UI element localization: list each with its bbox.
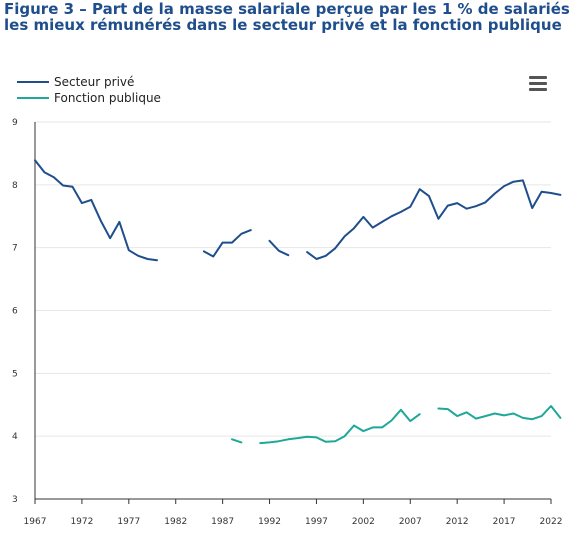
gridlines [35,121,551,500]
series-line-fonction-publique-segment-2 [437,405,562,421]
x-tick-label-1987: 1987 [211,517,234,527]
x-tick-label-2012: 2012 [446,517,469,527]
legend[interactable]: Secteur privé Fonction publique [17,75,161,105]
series-line-fonction-publique-segment-1 [259,408,421,445]
menu-bar-2 [529,82,547,85]
hamburger-menu-icon[interactable] [529,76,547,92]
x-tick-label-2007: 2007 [399,517,422,527]
chart-title: Figure 3 – Part de la masse salariale pe… [4,0,570,34]
x-tick-label-1977: 1977 [117,517,140,527]
x-tick-label-2002: 2002 [352,517,375,527]
axes: 3 4 5 6 7 8 9 1967 1972 1977 1982 1987 1992 1997 2002 2… [12,118,562,527]
legend-label-secteur-prive[interactable]: Secteur privé [54,75,134,89]
menu-bar-1 [529,76,547,79]
x-tick-label-1997: 1997 [305,517,328,527]
y-tick-label-9: 9 [12,118,18,128]
y-tick-label-6: 6 [12,307,18,317]
y-tick-label-8: 8 [12,181,18,191]
series-line-secteur-prive-segment-2 [268,239,290,257]
x-tick-label-1992: 1992 [258,517,281,527]
x-tick-label-1982: 1982 [164,517,187,527]
legend-label-fonction-publique[interactable]: Fonction publique [54,91,161,105]
y-tick-label-3: 3 [12,495,18,505]
y-tick-label-7: 7 [12,244,18,254]
series-line-secteur-prive-segment-0 [34,159,158,262]
menu-bar-3 [529,88,547,91]
x-tick-label-1972: 1972 [70,517,93,527]
y-tick-label-4: 4 [12,432,18,442]
x-tick-label-2017: 2017 [493,517,516,527]
series-line-secteur-prive-segment-3 [306,179,562,260]
y-tick-label-5: 5 [12,369,18,379]
series-line-secteur-prive-segment-1 [202,229,252,258]
x-tick-label-2022: 2022 [540,517,563,527]
series-line-fonction-publique-segment-0 [231,438,243,444]
series-lines [34,159,562,445]
x-tick-label-1967: 1967 [24,517,47,527]
